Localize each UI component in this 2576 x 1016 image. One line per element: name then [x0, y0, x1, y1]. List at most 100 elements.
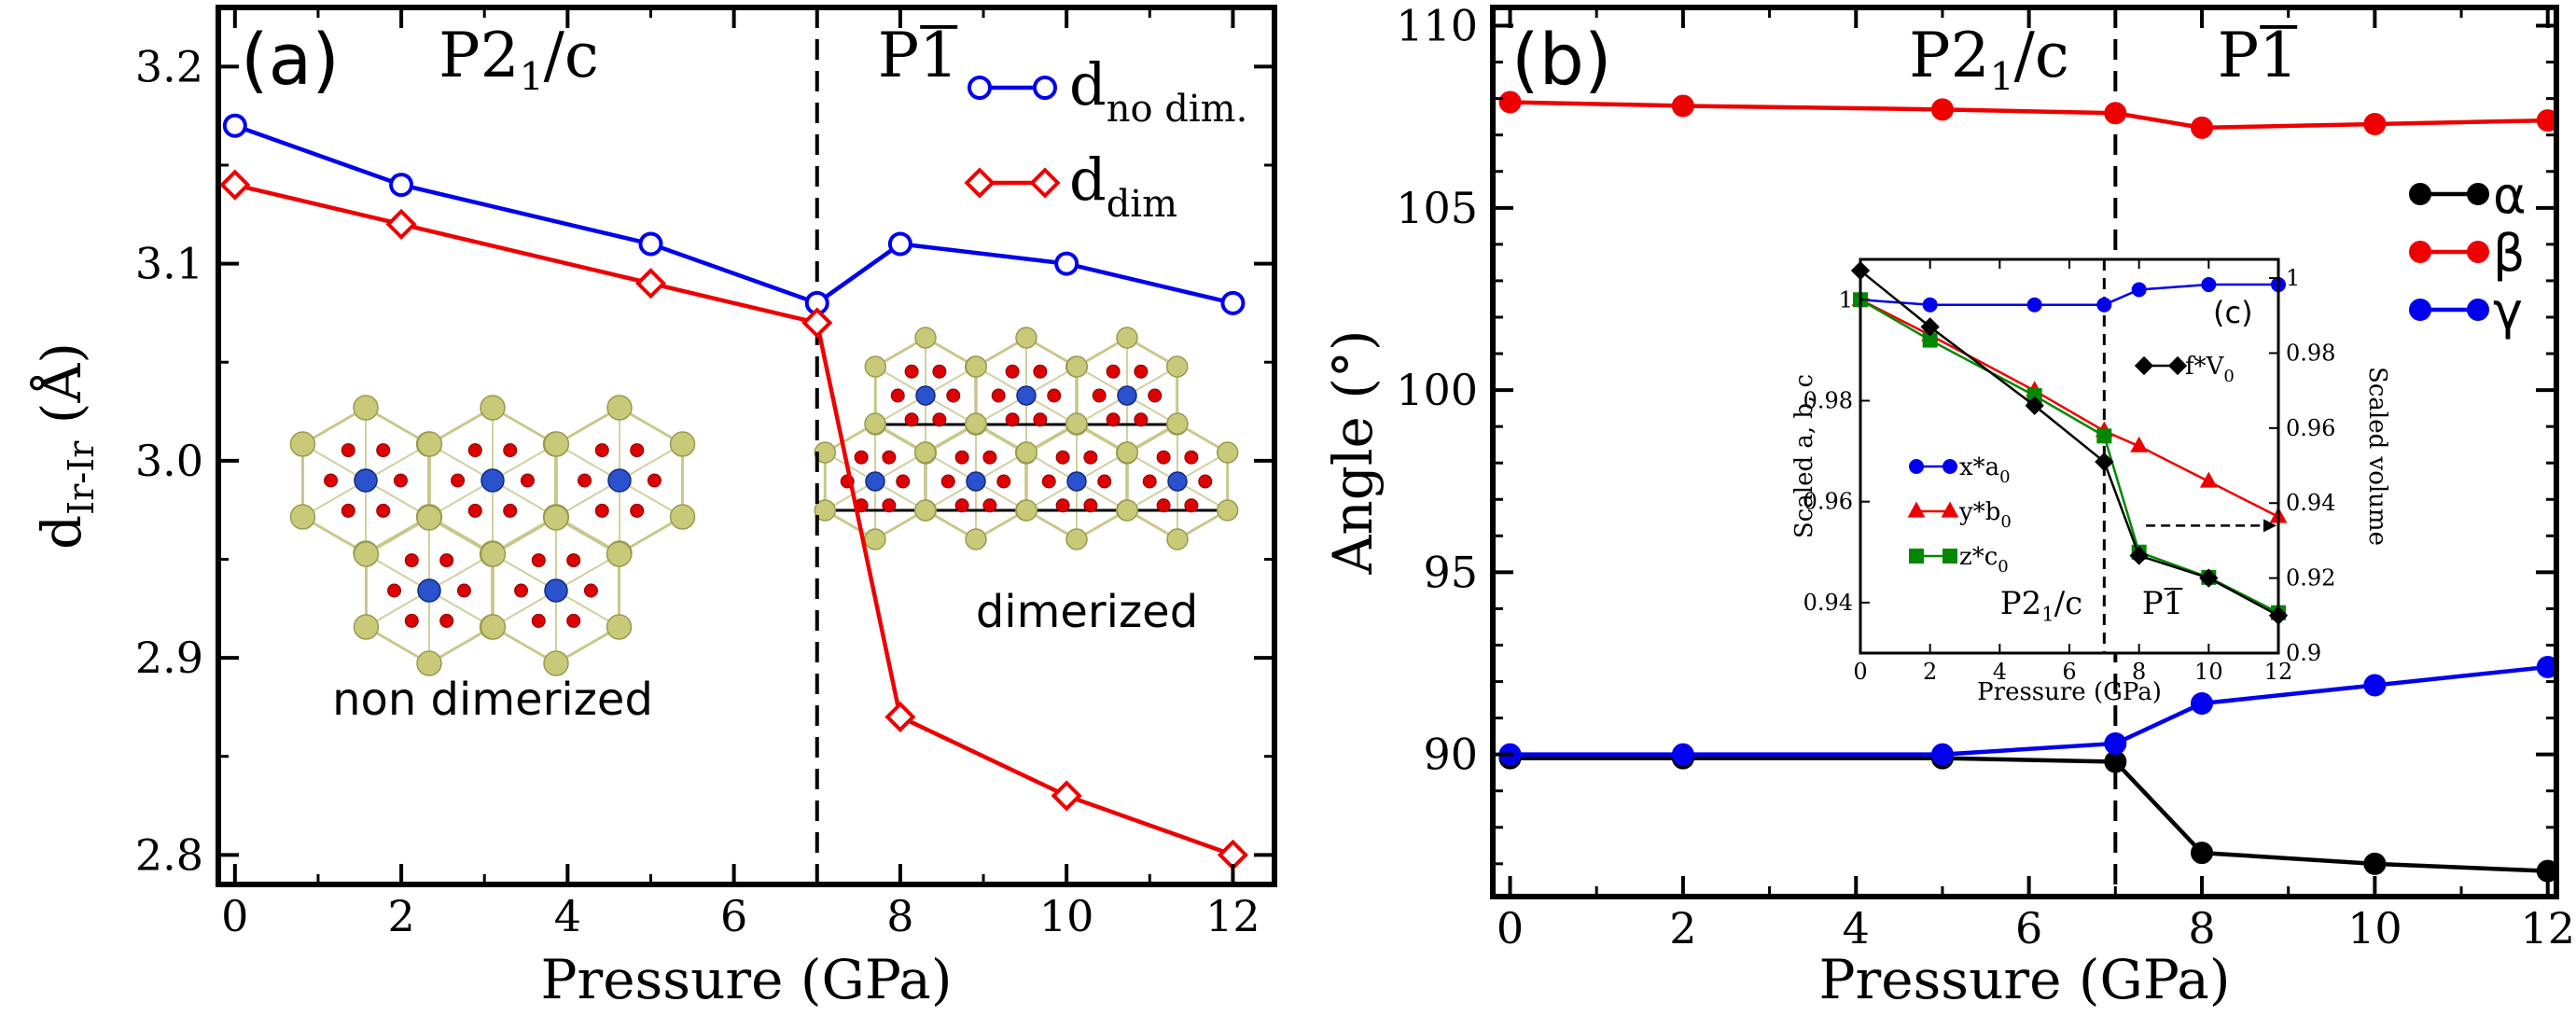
o-atom [566, 553, 581, 568]
o-atom [1005, 412, 1020, 427]
annotation-dimerized: dimerized [976, 586, 1198, 638]
na-atom [416, 505, 442, 531]
na-atom [1065, 355, 1089, 378]
na-atom [1116, 441, 1139, 464]
panel-b-x-tick-label: 10 [2347, 903, 2402, 953]
o-atom [940, 474, 955, 489]
o-atom [882, 498, 897, 513]
panel-b-y-tick-label: 95 [1423, 547, 1478, 597]
panel-a-y-axis-label: dIr-Ir (Å) [30, 342, 102, 550]
panel-b-legend-marker-2 [2409, 299, 2431, 321]
na-atom [864, 355, 887, 378]
o-atom [932, 364, 947, 379]
panel-c-legend-name-1: y*b [1958, 498, 2000, 526]
panel-c-series-3-point [2199, 568, 2219, 588]
panel-b-legend-marker-0 [2467, 183, 2489, 205]
panel-c-x-axis-label: Pressure (GPa) [1977, 678, 2162, 706]
panel-c-x-tick-label: 8 [2132, 659, 2146, 685]
o-atom [456, 583, 471, 598]
panel-a-y-tick-label: 2.8 [135, 829, 203, 880]
panel-c-legend-name-0: x*a [1959, 453, 1999, 481]
panel-c-series-0-point [2096, 297, 2112, 313]
o-atom [1033, 364, 1048, 379]
panel-c-y-left-axis-label: Scaled a, b, c [1790, 374, 1818, 538]
panel-a-series-1-point [801, 307, 833, 339]
ir-atom [1066, 471, 1087, 492]
panel-a-legend-marker-1 [964, 167, 996, 199]
panel-c-series-0-point [2026, 297, 2042, 313]
panel-c-phase-label-right: P1 [2142, 585, 2184, 622]
panel-a-x-tick-label: 2 [387, 891, 414, 941]
panel-b-phase-left-rest: /c [2014, 20, 2069, 91]
o-atom [520, 473, 535, 488]
panel-c-phase-right-bar: 1 [2164, 585, 2184, 622]
panel-b-series-1-point [2191, 116, 2213, 139]
na-atom [353, 614, 380, 640]
panel-c-legend-label-0: x*a0 [1959, 453, 2011, 487]
o-atom [630, 503, 645, 518]
na-atom [814, 499, 837, 522]
panel-c-legend-label-3: f*V0 [2185, 353, 2235, 386]
ir-atom [915, 385, 936, 406]
na-atom [1015, 499, 1038, 522]
na-atom [864, 412, 886, 435]
panel-c-legend-marker-2 [1942, 549, 1957, 564]
o-atom [451, 473, 466, 488]
na-atom [965, 412, 987, 435]
panel-c-phase-label-left: P21/c [2000, 585, 2082, 625]
panel-b-y-tick-label: 90 [1423, 730, 1478, 780]
na-atom [606, 614, 633, 640]
panel-c-legend-name-2: z*c [1959, 543, 1998, 571]
panel-b-x-tick-label: 4 [1843, 903, 1870, 953]
ir-atom [544, 578, 568, 603]
panel-b-series-1-point [2363, 112, 2387, 135]
panel-c-series-0-point [2201, 277, 2217, 293]
o-atom [1005, 364, 1020, 379]
o-atom [991, 388, 1006, 403]
na-atom [913, 499, 937, 522]
panel-c-series-1-point [2199, 471, 2218, 488]
panel-c-phase-left-main: P2 [2000, 585, 2042, 622]
panel-b-phase-label-left: P21/c [1909, 20, 2069, 100]
panel-c-y-right-tick-label: 1 [2286, 265, 2300, 291]
ir-atom [1167, 471, 1188, 492]
o-atom [1055, 498, 1070, 513]
o-atom [996, 474, 1011, 489]
panel-c-series-3-point [2025, 396, 2044, 415]
panel-c-y-right-tick-label: 0.92 [2286, 565, 2335, 592]
structure-non-dimerized [289, 395, 696, 676]
o-atom [566, 613, 581, 628]
na-atom [289, 431, 316, 457]
na-atom [543, 431, 570, 457]
panel-b-series-1-point [1671, 94, 1694, 118]
panel-a-series-0-point [222, 113, 247, 138]
o-atom [904, 412, 919, 427]
o-atom [1083, 450, 1098, 465]
panel-b-legend-marker-0 [2409, 183, 2431, 205]
panel-b-phase-right-bar: 1 [2259, 20, 2298, 91]
panel-c-y-right-axis-label: Scaled volume [2363, 367, 2391, 546]
o-atom [531, 553, 546, 568]
panel-a-x-tick-label: 6 [720, 891, 747, 941]
panel-a-axes-frame [216, 5, 1277, 887]
panel-a-phase-left-rest: /c [544, 20, 599, 91]
o-atom [439, 613, 454, 628]
panel-a-series-1-point [219, 169, 251, 201]
panel-a-label: (a) [241, 18, 340, 101]
panel-b-x-tick-label: 2 [1669, 903, 1696, 953]
panel-c-legend-marker-1 [1941, 501, 1959, 518]
panel-a-series-0-point [638, 231, 663, 257]
na-atom [480, 614, 507, 640]
panel-a-chart: non dimerized dimerized 0 2 4 6 8 10 12 2.8 2.9 3.0… [30, 5, 1277, 1011]
panel-a-y-tick-label: 3.1 [135, 239, 203, 289]
panel-a-legend-marker-1 [1029, 167, 1061, 199]
o-atom [1148, 388, 1163, 403]
na-atom [1065, 412, 1088, 435]
structure-dimerized [814, 327, 1239, 550]
na-atom [480, 395, 506, 421]
panel-c-legend-marker-3 [2167, 355, 2188, 376]
o-atom [1047, 388, 1062, 403]
o-atom [1092, 388, 1107, 403]
o-atom [982, 498, 997, 513]
o-atom [404, 553, 419, 568]
